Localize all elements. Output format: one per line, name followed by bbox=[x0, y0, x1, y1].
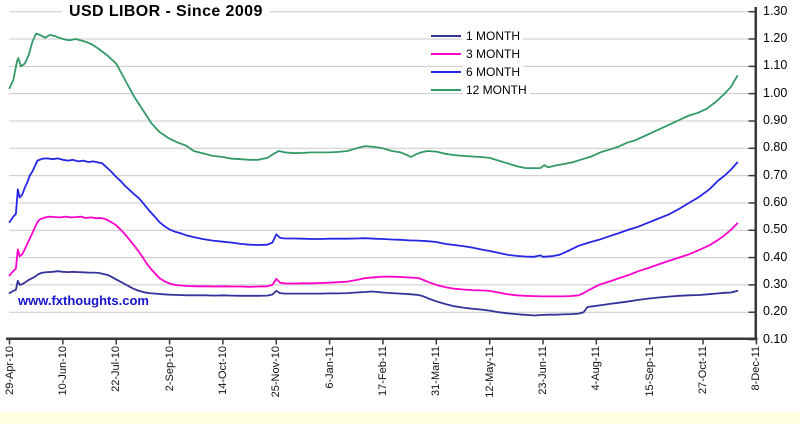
x-tick-label: 12-May-11 bbox=[483, 346, 496, 398]
x-tick-label: 6-Jan-11 bbox=[323, 346, 336, 389]
x-tick-label: 15-Sep-11 bbox=[643, 346, 656, 397]
footer-strip bbox=[0, 412, 800, 424]
y-tick-label: 1.20 bbox=[763, 31, 788, 46]
x-axis-line bbox=[6, 337, 758, 340]
legend-row: 1 MONTH bbox=[431, 27, 530, 45]
legend-row: 3 MONTH bbox=[431, 45, 530, 63]
x-tick-label: 2-Sep-10 bbox=[163, 346, 176, 392]
x-tick-label: 25-Nov-10 bbox=[270, 346, 283, 398]
y-tick-label: 0.30 bbox=[763, 276, 788, 291]
series-line-3-month bbox=[8, 215, 739, 298]
y-tick-label: 0.40 bbox=[763, 249, 788, 264]
y-axis-line bbox=[754, 7, 757, 340]
y-tick-label: 0.20 bbox=[763, 304, 788, 319]
x-tick-label: 17-Feb-11 bbox=[376, 346, 389, 396]
legend-label: 12 MONTH bbox=[463, 83, 530, 97]
watermark-text: www.fxthoughts.com bbox=[18, 293, 149, 308]
x-tick-label: 14-Oct-10 bbox=[216, 346, 229, 395]
y-tick-label: 1.10 bbox=[763, 58, 788, 73]
x-tick-label: 29-Apr-10 bbox=[3, 346, 16, 395]
legend-label: 1 MONTH bbox=[463, 29, 523, 43]
y-tick-label: 0.70 bbox=[763, 167, 788, 182]
y-tick-label: 0.90 bbox=[763, 112, 788, 127]
x-tick-label: 23-Jun-11 bbox=[537, 346, 549, 395]
y-tick-label: 0.50 bbox=[763, 222, 788, 237]
y-tick-label: 1.00 bbox=[763, 85, 788, 100]
x-tick-label: 22-Jul-10 bbox=[110, 346, 123, 392]
x-tick-label: 31-Mar-11 bbox=[430, 346, 443, 396]
legend-swatch bbox=[431, 53, 461, 55]
legend-swatch bbox=[431, 35, 461, 37]
series-line-6-month bbox=[8, 157, 739, 258]
x-tick-label: 27-Oct-11 bbox=[697, 346, 710, 395]
legend-swatch bbox=[431, 71, 461, 73]
legend-row: 12 MONTH bbox=[431, 81, 530, 99]
chart-title: USD LIBOR - Since 2009 bbox=[62, 3, 270, 21]
x-tick-label: 4-Aug-11 bbox=[590, 346, 603, 391]
y-tick-label: 0.10 bbox=[763, 331, 788, 346]
x-tick-label: 8-Dec-11 bbox=[750, 346, 763, 391]
y-tick-label: 1.30 bbox=[763, 3, 788, 18]
series-line-1-month bbox=[8, 270, 739, 317]
y-tick-label: 0.60 bbox=[763, 194, 788, 209]
legend-label: 6 MONTH bbox=[463, 65, 523, 79]
legend-label: 3 MONTH bbox=[463, 47, 523, 61]
y-tick-label: 0.80 bbox=[763, 140, 788, 155]
legend: 1 MONTH 3 MONTH 6 MONTH 12 MONTH bbox=[431, 27, 530, 99]
legend-row: 6 MONTH bbox=[431, 63, 530, 81]
x-tick-label: 10-Jun-10 bbox=[56, 346, 69, 396]
series-line-12-month bbox=[8, 32, 739, 170]
legend-swatch bbox=[431, 89, 461, 91]
